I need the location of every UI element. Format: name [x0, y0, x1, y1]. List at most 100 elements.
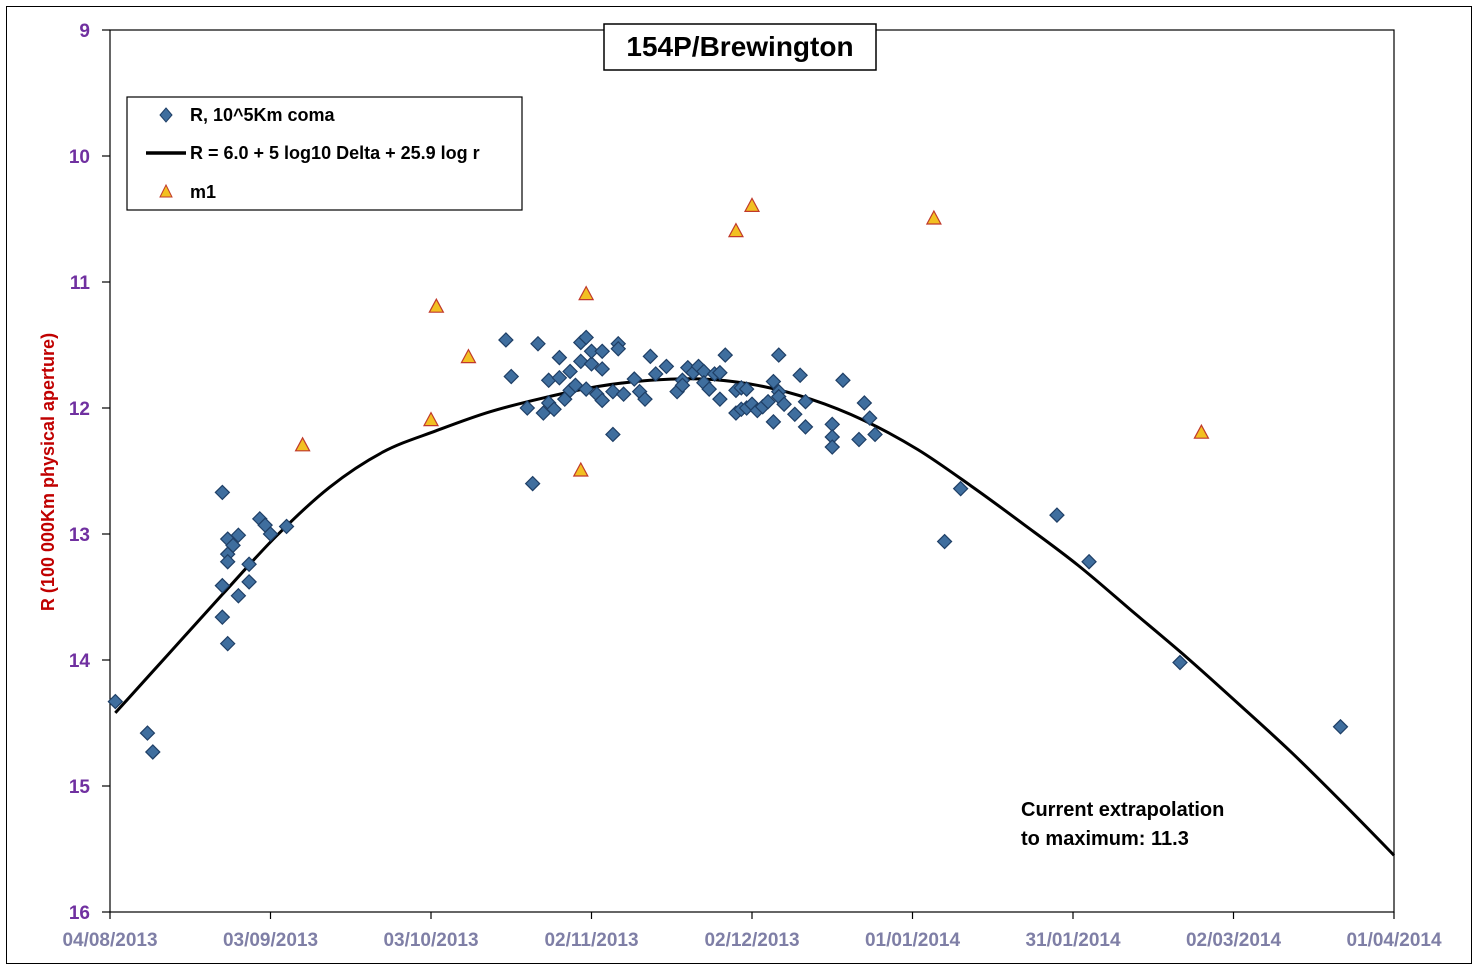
coma-data-point: [786, 406, 803, 423]
coma-data-point: [792, 367, 808, 384]
x-axis: 04/08/2013 03/09/2013 03/10/2013 02/11/2013…: [62, 912, 1442, 951]
coma-data-point: [230, 587, 247, 604]
m1-data-point: [428, 297, 445, 313]
y-tick-label: 12: [69, 399, 90, 420]
coma-data-point: [770, 347, 787, 363]
coma-data-point: [952, 480, 969, 497]
coma-data-point: [578, 329, 594, 346]
x-tick-label: 01/04/2014: [1346, 930, 1442, 951]
legend-entry-m1: m1: [159, 182, 216, 202]
fit-curve-line: [114, 377, 1396, 857]
y-tick-label: 15: [69, 777, 91, 798]
legend: R, 10^5Km coma R = 6.0 + 5 log10 Delta +…: [126, 96, 523, 211]
coma-data-point: [230, 527, 247, 544]
coma-data-point: [738, 381, 755, 397]
x-tick-label: 01/01/2014: [865, 930, 961, 951]
coma-data-point: [626, 371, 643, 387]
coma-data-point: [572, 353, 589, 370]
coma-data-point: [262, 526, 279, 542]
coma-data-point: [717, 347, 734, 363]
coma-data-point: [776, 396, 792, 413]
coma-data-point: [936, 533, 953, 550]
coma-data-point: [701, 381, 718, 397]
coma-data-point: [594, 361, 611, 377]
m1-data-point: [572, 461, 589, 477]
coma-data-point: [1172, 654, 1188, 671]
coma-data-point: [583, 343, 600, 360]
m1-data-point: [460, 348, 477, 364]
legend-diamond-marker: [159, 107, 173, 123]
coma-data-point: [503, 368, 520, 385]
coma-data-point: [1049, 507, 1065, 523]
coma-data-point: [605, 426, 621, 443]
coma-data-point: [642, 348, 659, 365]
legend-label-m1: m1: [190, 182, 216, 202]
coma-data-point: [1332, 718, 1349, 735]
coma-data-point: [861, 410, 878, 426]
m1-data-point: [422, 411, 440, 427]
coma-data-point: [615, 386, 632, 402]
legend-label-fit: R = 6.0 + 5 log10 Delta + 25.9 log r: [190, 143, 480, 163]
coma-data-point: [765, 414, 782, 430]
coma-data-point: [1081, 553, 1097, 570]
coma-data-point: [851, 431, 867, 448]
y-axis: 9 10 11 12 13 14 15 16: [69, 21, 110, 924]
coma-data-point: [530, 335, 546, 352]
y-tick-label: 14: [69, 651, 91, 672]
coma-data-point: [225, 537, 241, 554]
m1-data-point: [578, 285, 595, 301]
y-tick-label: 11: [70, 273, 91, 294]
chart-title: 154P/Brewington: [626, 31, 853, 62]
coma-data-point: [856, 395, 873, 411]
m1-data-point: [294, 436, 311, 452]
coma-data-point: [524, 475, 541, 492]
y-tick-label: 16: [69, 903, 90, 924]
chart-frame: [6, 6, 1472, 964]
coma-data-point: [144, 744, 161, 760]
coma-data-point: [797, 419, 814, 435]
x-tick-label: 03/10/2013: [383, 930, 478, 951]
x-tick-label: 02/03/2014: [1186, 930, 1282, 951]
coma-data-point: [610, 340, 627, 357]
legend-triangle-marker: [159, 183, 173, 198]
coma-data-point: [824, 439, 841, 455]
coma-data-point: [551, 349, 568, 366]
coma-data-point: [637, 391, 653, 408]
legend-box: [126, 96, 523, 211]
coma-points-layer: [107, 329, 1349, 760]
coma-data-point: [241, 574, 257, 590]
extrapolation-annotation: Current extrapolation to maximum: 11.3: [1021, 799, 1224, 850]
coma-data-point: [674, 377, 691, 394]
coma-data-point: [605, 383, 621, 400]
x-tick-label: 04/08/2013: [62, 930, 157, 951]
coma-data-point: [594, 392, 611, 409]
legend-entry-coma: R, 10^5Km coma: [159, 105, 336, 125]
coma-data-point: [551, 369, 568, 386]
chart-title-box: 154P/Brewington: [603, 23, 877, 71]
coma-data-point: [214, 609, 231, 626]
coma-data-point: [765, 373, 782, 390]
coma-data-point: [219, 635, 236, 652]
coma-data-point: [107, 693, 124, 710]
y-tick-label: 13: [69, 525, 90, 546]
coma-data-point: [214, 484, 231, 501]
coma-data-point: [139, 725, 156, 741]
coma-data-point: [797, 393, 814, 410]
coma-data-point: [519, 400, 536, 416]
legend-label-coma: R, 10^5Km coma: [190, 105, 336, 125]
coma-data-point: [214, 577, 231, 594]
y-tick-label: 10: [69, 147, 90, 168]
coma-data-point: [583, 356, 600, 372]
annotation-line-2: to maximum: 11.3: [1021, 828, 1189, 850]
y-axis-label: R (100 000Km physical aperture): [38, 333, 58, 611]
coma-data-point: [658, 358, 675, 375]
x-tick-label: 02/11/2013: [544, 930, 638, 951]
m1-data-point: [727, 222, 744, 238]
annotation-line-1: Current extrapolation: [1021, 799, 1224, 821]
coma-data-point: [562, 363, 578, 380]
coma-data-point: [760, 393, 776, 410]
coma-data-point: [647, 366, 664, 382]
coma-data-point: [594, 343, 611, 360]
m1-data-point: [925, 209, 942, 225]
